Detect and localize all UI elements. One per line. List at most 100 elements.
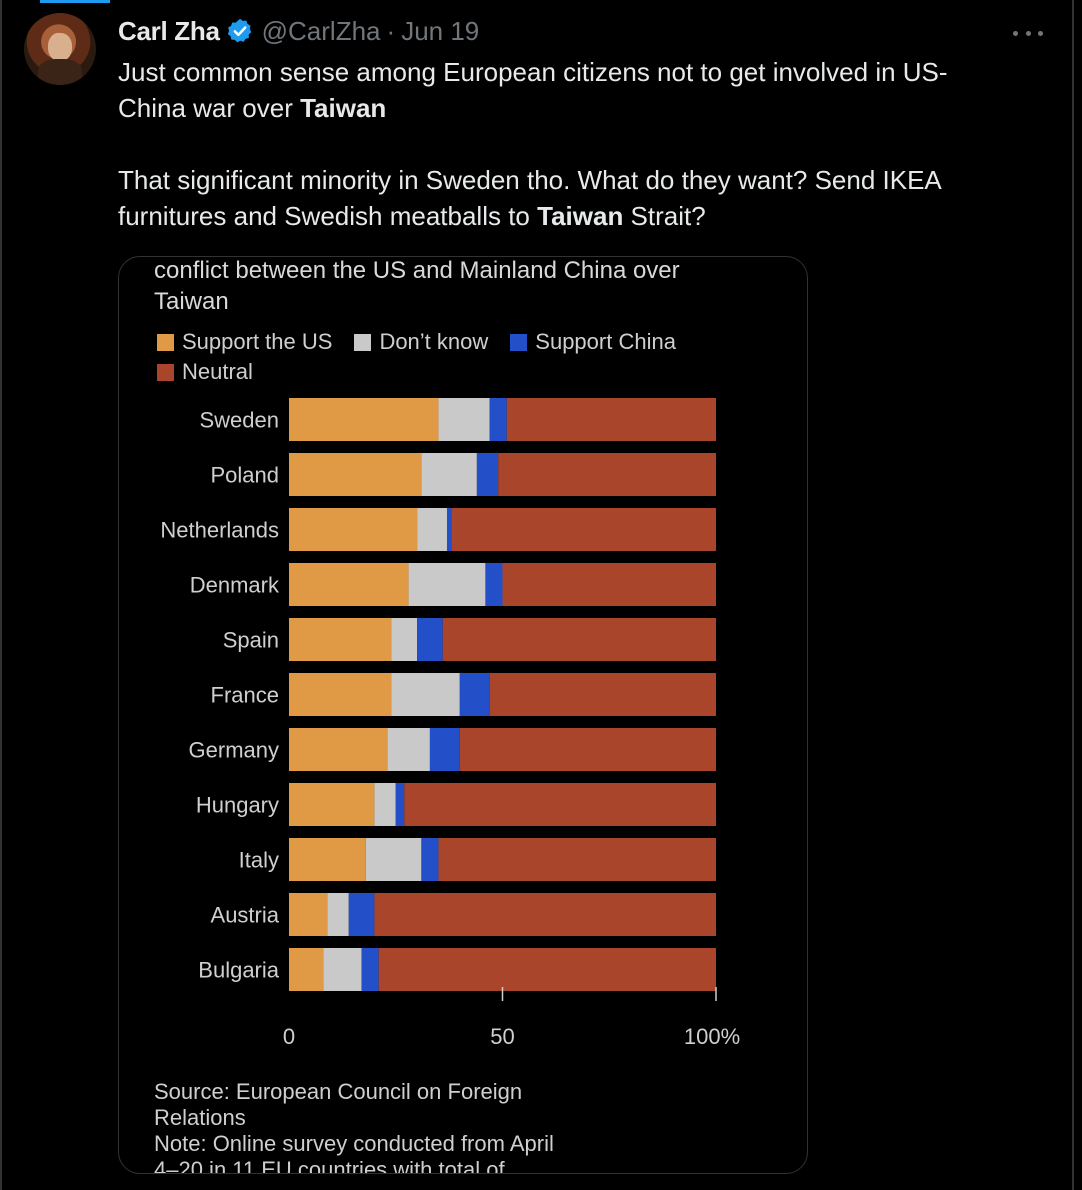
legend-swatch — [157, 363, 174, 381]
legend-swatch — [157, 333, 174, 351]
legend-label: Neutral — [182, 359, 253, 384]
country-label-denmark: Denmark — [190, 573, 280, 598]
tweet-header: Carl Zha @CarlZha · Jun 19 — [118, 14, 479, 48]
bar-austria-support-china — [348, 893, 375, 936]
more-options-icon[interactable] — [1013, 18, 1043, 48]
chart-title-line: Taiwan — [154, 288, 229, 315]
bar-france-support-the-us — [289, 673, 392, 716]
tweet-date[interactable]: Jun 19 — [401, 15, 480, 46]
legend-label: Support China — [535, 329, 676, 354]
bar-bulgaria-neutral — [378, 948, 716, 991]
bar-poland-neutral — [498, 453, 716, 496]
bar-germany-don-t-know — [387, 728, 430, 771]
country-label-france: France — [211, 683, 279, 708]
country-label-germany: Germany — [189, 738, 279, 763]
country-label-italy: Italy — [239, 848, 279, 873]
bar-germany-neutral — [459, 728, 716, 771]
bar-sweden-don-t-know — [438, 398, 490, 441]
bar-poland-support-china — [476, 453, 499, 496]
highlighted-keyword: Taiwan — [300, 93, 387, 123]
country-label-netherlands: Netherlands — [160, 518, 279, 543]
paragraph-gap — [118, 126, 1038, 162]
bar-sweden-support-the-us — [289, 398, 439, 441]
bar-spain-support-the-us — [289, 618, 392, 661]
bar-germany-support-the-us — [289, 728, 388, 771]
author-handle[interactable]: @CarlZha — [261, 15, 381, 46]
bar-denmark-don-t-know — [408, 563, 486, 606]
bar-spain-neutral — [442, 618, 716, 661]
bar-france-neutral — [489, 673, 716, 716]
chart-note: Note: Online survey conducted from April — [154, 1131, 554, 1156]
avatar-body — [38, 59, 82, 85]
bar-sweden-support-china — [489, 398, 507, 441]
bar-hungary-support-china — [395, 783, 405, 826]
bar-austria-don-t-know — [327, 893, 349, 936]
country-label-sweden: Sweden — [199, 408, 279, 433]
x-tick-label: 0 — [283, 1024, 295, 1049]
bar-sweden-neutral — [506, 398, 716, 441]
country-label-austria: Austria — [211, 903, 280, 928]
bar-austria-neutral — [374, 893, 716, 936]
bar-netherlands-support-china — [446, 508, 452, 551]
bar-poland-support-the-us — [289, 453, 422, 496]
country-label-poland: Poland — [210, 463, 279, 488]
tweet-text-segment: furnitures and Swedish meatballs to — [118, 201, 538, 231]
stacked-bar-chart: Sweden Poland Netherlands Denmark Spain Franc… — [160, 398, 740, 1049]
bar-bulgaria-support-the-us — [289, 948, 324, 991]
bar-spain-don-t-know — [391, 618, 418, 661]
bar-denmark-support-china — [485, 563, 503, 606]
chart-title-line: conflict between the US and Mainland Chi… — [154, 257, 680, 284]
tweet-text-segment: China war over — [118, 93, 301, 123]
country-label-spain: Spain — [223, 628, 279, 653]
chart-legend: Support the US Don’t know Support China … — [157, 327, 797, 387]
bar-italy-neutral — [438, 838, 716, 881]
bar-italy-don-t-know — [365, 838, 422, 881]
bar-italy-support-china — [421, 838, 439, 881]
legend-row: Neutral — [157, 357, 797, 387]
legend-label: Don’t know — [379, 329, 489, 354]
bar-bulgaria-don-t-know — [323, 948, 362, 991]
more-dot-icon — [1038, 30, 1043, 36]
x-tick-label: 50 — [490, 1024, 514, 1049]
tweet-line-2: China war over Taiwan — [118, 90, 1038, 126]
bar-france-support-china — [459, 673, 490, 716]
legend-item-neutral: Neutral — [157, 359, 253, 385]
timeline-border-right — [1072, 0, 1074, 1190]
bar-hungary-neutral — [404, 783, 716, 826]
more-dot-icon — [1025, 30, 1031, 36]
legend-item-dont-know: Don’t know — [354, 329, 488, 355]
tweet-line-4: furnitures and Swedish meatballs to Taiw… — [118, 198, 1038, 234]
avatar[interactable] — [24, 13, 96, 85]
bar-netherlands-neutral — [451, 508, 716, 551]
bar-austria-support-the-us — [289, 893, 328, 936]
tweet-line-3: That significant minority in Sweden tho.… — [118, 162, 1038, 198]
country-label-hungary: Hungary — [196, 793, 279, 818]
legend-item-support-china: Support China — [510, 329, 676, 355]
header-separator: · — [386, 15, 396, 46]
tweet-line-1: Just common sense among European citizen… — [118, 54, 1038, 90]
bar-france-don-t-know — [391, 673, 460, 716]
bar-netherlands-don-t-know — [417, 508, 447, 551]
legend-row: Support the US Don’t know Support China — [157, 327, 797, 357]
bar-denmark-neutral — [502, 563, 716, 606]
legend-swatch — [354, 333, 372, 351]
legend-label: Support the US — [182, 329, 333, 354]
legend-item-support-us: Support the US — [157, 329, 332, 355]
chart-footnotes: Source: European Council on Foreign Rela… — [154, 1079, 754, 1174]
verified-badge-icon[interactable] — [226, 17, 254, 45]
tweet-text-segment: That significant minority in Sweden tho.… — [118, 165, 942, 195]
bar-spain-support-china — [417, 618, 443, 661]
x-tick-label: 100% — [684, 1024, 740, 1049]
media-image[interactable]: conflict between the US and Mainland Chi… — [118, 256, 808, 1174]
bar-poland-don-t-know — [421, 453, 477, 496]
bar-netherlands-support-the-us — [289, 508, 418, 551]
bar-denmark-support-the-us — [289, 563, 409, 606]
tweet-text-segment: Strait? — [623, 201, 706, 231]
highlighted-keyword: Taiwan — [537, 201, 624, 231]
bar-italy-support-the-us — [289, 838, 366, 881]
author-name[interactable]: Carl Zha — [118, 15, 220, 46]
chart-note: 4–20 in 11 EU countries with total of — [154, 1157, 505, 1174]
chart-source: Relations — [154, 1105, 246, 1130]
country-label-bulgaria: Bulgaria — [198, 958, 279, 983]
chart-title: conflict between the US and Mainland Chi… — [154, 257, 794, 317]
